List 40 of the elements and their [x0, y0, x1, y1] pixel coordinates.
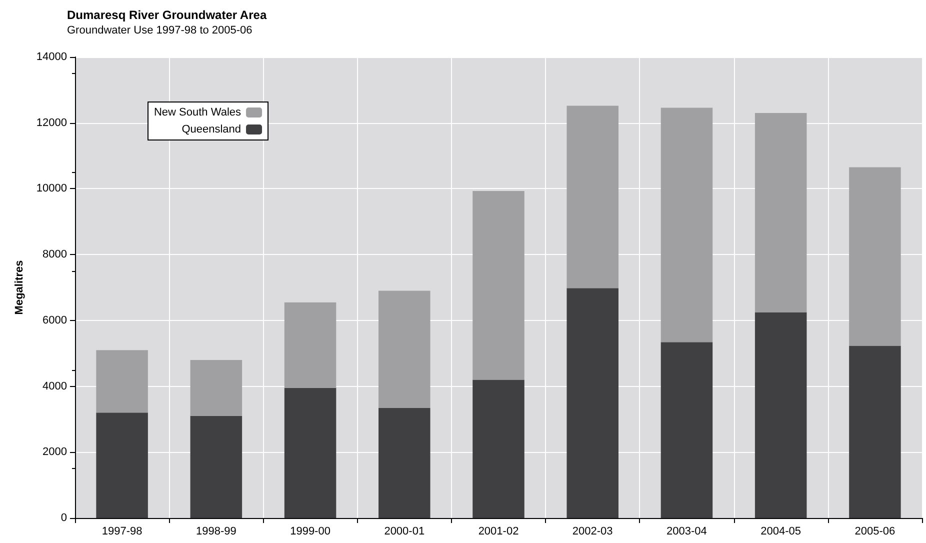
x-tick-label: 1997-98 [102, 526, 142, 538]
bar [96, 412, 148, 518]
chart-subtitle: Groundwater Use 1997-98 to 2005-06 [67, 24, 252, 36]
bar [378, 290, 430, 408]
bar [849, 167, 901, 346]
y-tick-label: 14000 [36, 51, 67, 63]
bar [190, 416, 242, 518]
x-tick-label: 2003-04 [666, 526, 707, 538]
bar [190, 360, 242, 416]
bar [849, 346, 901, 518]
bar [754, 312, 807, 518]
legend-label: Queensland [182, 124, 242, 136]
y-tick-label: 8000 [42, 248, 67, 261]
bar [754, 112, 807, 312]
bar [378, 408, 430, 518]
x-tick-label: 1999-00 [290, 526, 330, 538]
x-tick-label: 1998-99 [196, 526, 236, 538]
bar [660, 342, 713, 518]
y-tick-label: 4000 [42, 380, 67, 392]
y-tick-label: 6000 [42, 314, 67, 326]
y-tick-label: 0 [60, 512, 67, 524]
bar [284, 302, 336, 388]
bar [566, 288, 618, 518]
y-axis-title: Megalitres [14, 260, 26, 315]
x-tick-label: 2000-01 [384, 526, 425, 538]
x-tick-label: 2004-05 [760, 526, 802, 538]
chart-title: Dumaresq River Groundwater Area [67, 8, 267, 22]
bar [660, 108, 713, 342]
y-tick-label: 2000 [42, 446, 67, 458]
legend-label: New South Wales [154, 106, 242, 118]
bar [566, 106, 618, 288]
x-tick-label: 2002-03 [572, 526, 613, 538]
bar [472, 191, 524, 380]
bar [472, 380, 524, 518]
x-tick-label: 2001-02 [478, 526, 519, 538]
y-tick-label: 10000 [36, 182, 67, 195]
bar [96, 350, 148, 413]
bar [284, 388, 336, 518]
x-tick-label: 2005-06 [854, 526, 896, 538]
y-tick-label: 12000 [36, 116, 67, 129]
